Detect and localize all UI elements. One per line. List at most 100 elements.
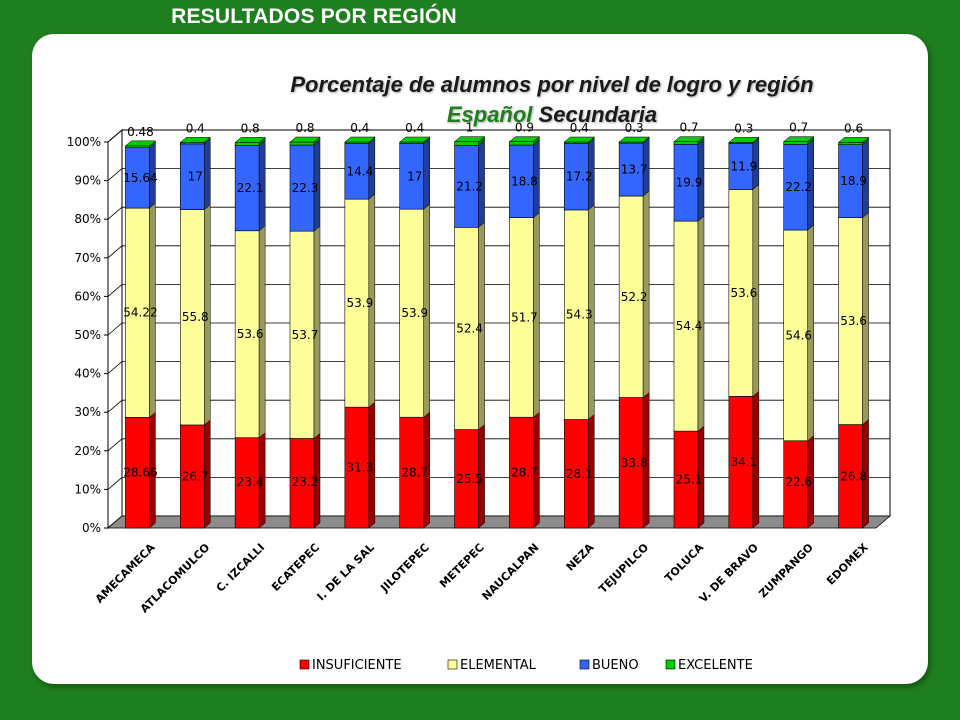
bar-bueno-2 (179, 143, 205, 210)
y-tick-label: 10% (74, 482, 101, 496)
bar-elemental-9 (563, 209, 589, 420)
bar-insuficiente-2 (179, 424, 205, 529)
category-label: C. IZCALLI (214, 541, 268, 595)
data-label-excelente: 0.4 (570, 121, 589, 135)
data-label-elemental: 53.6 (840, 314, 867, 328)
gridline-diag (107, 438, 123, 452)
gridline-diag (107, 322, 123, 336)
data-label-bueno: 11.9 (730, 160, 757, 174)
data-label-excelente: 0.6 (844, 121, 863, 135)
category-label: METEPEC (437, 541, 487, 591)
data-label-excelente: 0.9 (515, 121, 534, 135)
data-label-insuficiente: 23.2 (292, 475, 319, 489)
bar-bueno-8 (509, 144, 534, 218)
bar-excelente-3-top (234, 137, 266, 143)
data-label-excelente: 0.4 (350, 121, 369, 135)
data-label-insuficiente: 34.1 (730, 455, 757, 469)
data-label-excelente: 0.7 (679, 121, 698, 135)
y-tick-label: 30% (74, 405, 101, 419)
y-tick-label: 20% (74, 444, 101, 458)
bar-bueno-4 (289, 144, 315, 232)
data-label-elemental: 53.9 (346, 296, 373, 310)
bar-excelente-11-top (673, 136, 705, 142)
bar-excelente-8 (509, 141, 534, 146)
floor (106, 515, 892, 529)
category-label: TOLUCA (662, 541, 706, 585)
y-tick-label: 60% (74, 289, 101, 303)
data-label-elemental: 51.7 (511, 310, 538, 324)
bar-bueno-3 (234, 145, 260, 232)
bar-elemental-14 (838, 217, 863, 425)
gridline-diag (107, 168, 123, 181)
data-label-bueno: 14.4 (346, 164, 373, 178)
data-label-insuficiente: 28.1 (566, 467, 593, 481)
data-label-insuficiente: 28.7 (401, 466, 428, 480)
bar-bueno-2-side (204, 138, 211, 211)
bar-excelente-12-top (728, 137, 760, 143)
chart-subtitle: Español Secundaria (32, 102, 960, 128)
bar-insuficiente-11 (673, 430, 699, 529)
subject-label: Español (446, 102, 533, 127)
corner-tab (928, 646, 960, 720)
legend-swatch-bueno (579, 659, 590, 670)
data-label-insuficiente: 26.7 (182, 469, 209, 483)
bar-excelente-11 (673, 141, 699, 145)
bar-excelente-9-top (563, 136, 595, 143)
chart-title: Porcentaje de alumnos por nivel de logro… (290, 72, 814, 97)
category-label: V. DE BRAVO (697, 541, 761, 605)
bar-excelente-6-top (399, 136, 431, 143)
bar-elemental-1 (125, 207, 150, 418)
data-label-bueno: 18.9 (840, 174, 867, 188)
legend-label-excelente: EXCELENTE (678, 658, 753, 673)
data-label-excelente: 0.8 (295, 121, 314, 135)
category-label: NAUCALPAN (480, 541, 542, 603)
y-tick-label: 100% (67, 135, 101, 149)
bar-elemental-5 (344, 198, 370, 408)
level-label: Secundaria (538, 102, 658, 127)
bar-bueno-6-side (423, 138, 430, 210)
bar-excelente-7-top (453, 136, 486, 142)
bar-insuficiente-8 (509, 416, 534, 529)
bar-insuficiente-10 (618, 397, 644, 529)
data-label-insuficiente: 28.7 (511, 466, 538, 480)
legend-label-elemental: ELEMENTAL (460, 658, 537, 673)
data-label-excelente: 0.4 (186, 121, 205, 135)
data-label-insuficiente: 23.4 (237, 475, 264, 489)
bar-excelente-7 (454, 141, 479, 146)
gridline-diag (107, 245, 123, 259)
data-label-bueno: 22.2 (785, 180, 812, 194)
data-label-excelente: 0.48 (127, 125, 154, 139)
data-label-excelente: 0.3 (734, 121, 753, 135)
bar-insuficiente-7 (454, 429, 479, 529)
data-label-excelente: 1 (466, 121, 474, 135)
data-label-elemental: 53.9 (401, 306, 428, 320)
bar-elemental-8 (509, 217, 534, 418)
category-label: TEJUPILCO (596, 541, 651, 596)
category-label: I. DE LA SAL (314, 541, 376, 603)
legend-label-bueno: BUENO (592, 658, 639, 673)
gridline-diag (107, 284, 123, 297)
data-label-elemental: 53.7 (292, 328, 319, 342)
bar-bueno-12 (728, 143, 754, 190)
gridline-diag (107, 129, 123, 143)
bar-elemental-10 (618, 195, 644, 398)
bar-excelente-13 (783, 141, 809, 145)
data-label-bueno: 17.2 (566, 170, 593, 184)
data-label-bueno: 15.64 (123, 171, 157, 185)
bar-excelente-14-top (837, 137, 870, 143)
data-label-bueno: 22.3 (292, 181, 319, 195)
data-label-elemental: 52.4 (456, 321, 483, 335)
gridline-diag (107, 399, 123, 413)
data-label-elemental: 54.3 (566, 308, 593, 322)
bar-bueno-6 (399, 143, 425, 210)
data-label-excelente: 0.4 (405, 121, 424, 135)
data-label-elemental: 53.6 (730, 286, 757, 300)
legend-swatch-excelente (665, 659, 676, 670)
data-label-excelente: 0.8 (241, 121, 260, 135)
bar-excelente-2-top (179, 137, 211, 143)
data-label-bueno: 19.9 (676, 176, 703, 190)
category-label: ZUMPANGO (756, 541, 815, 600)
category-label: ECATEPEC (269, 541, 322, 594)
bar-elemental-12 (728, 189, 754, 397)
